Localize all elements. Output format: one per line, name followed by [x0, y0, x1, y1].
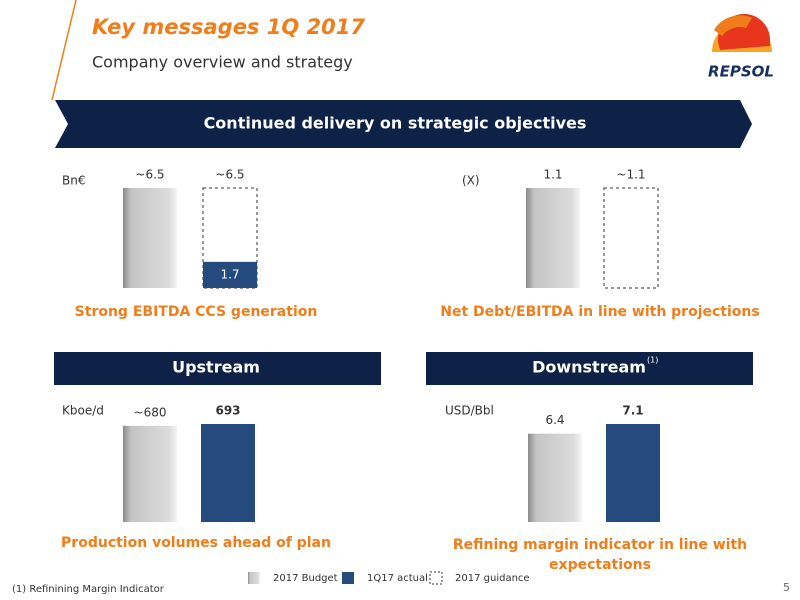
budget-bar	[123, 188, 177, 288]
budget-bar	[528, 433, 582, 522]
banner-text: Continued delivery on strategic objectiv…	[204, 114, 587, 133]
legend-swatch	[429, 571, 443, 585]
value-label: ~6.5	[135, 168, 164, 182]
subtitle: Company overview and strategy	[92, 53, 353, 72]
value-label: 1.7	[220, 267, 239, 281]
footnote: (1) Refinining Margin Indicator	[12, 584, 165, 595]
section-title: Upstream	[172, 358, 260, 377]
legend-swatch	[248, 572, 260, 584]
value-label: 1.1	[543, 168, 562, 182]
unit-label: Kboe/d	[62, 404, 104, 418]
section-header	[426, 352, 753, 385]
section-note: (1)	[647, 356, 658, 365]
value-label: ~6.5	[215, 168, 244, 182]
page-number: 5	[783, 581, 790, 594]
value-label: 7.1	[622, 404, 643, 418]
chart-caption: Net Debt/EBITDA in line with projections	[440, 304, 760, 320]
actual-bar	[606, 424, 660, 522]
chart-caption: Production volumes ahead of plan	[61, 535, 331, 551]
guidance-bar	[603, 187, 659, 289]
chart-caption: Strong EBITDA CCS generation	[74, 304, 318, 320]
legend-label: 2017 Budget	[273, 573, 338, 584]
section-header	[54, 352, 381, 385]
actual-bar	[201, 424, 255, 522]
title: Key messages 1Q 2017	[92, 15, 365, 39]
unit-label: Bn€	[62, 174, 85, 188]
budget-bar	[123, 425, 177, 522]
unit-label: USD/Bbl	[445, 404, 494, 418]
legend-label: 1Q17 actual	[367, 573, 428, 584]
banner	[55, 100, 752, 148]
value-label: ~680	[134, 405, 167, 419]
budget-bar	[526, 188, 580, 288]
logo-text: REPSOL	[708, 63, 774, 81]
accent-line	[51, 0, 77, 101]
value-label: 6.4	[545, 413, 564, 427]
actual-bar	[203, 261, 257, 288]
logo: REPSOL	[708, 13, 774, 81]
legend-label: 2017 guidance	[455, 573, 530, 584]
unit-label: (X)	[462, 174, 480, 188]
section-title: Downstream	[532, 358, 646, 377]
legend-swatch	[342, 572, 354, 584]
value-label: 693	[215, 404, 240, 418]
chart-caption: Refining margin indicator in line with e…	[452, 537, 748, 573]
value-label: ~1.1	[616, 168, 645, 182]
